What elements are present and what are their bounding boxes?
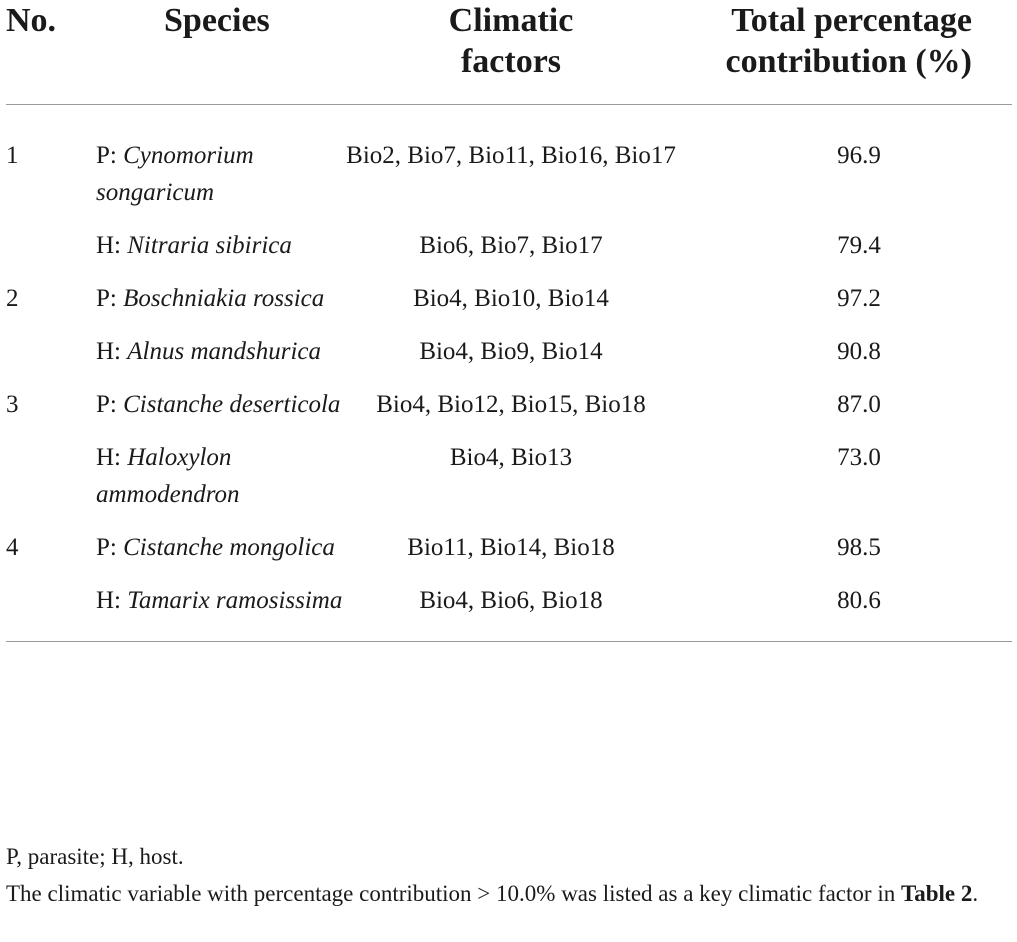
cell-climatic-factors: Bio2, Bio7, Bio11, Bio16, Bio17 <box>346 142 676 169</box>
cell-no <box>6 439 96 529</box>
cell-no <box>6 227 96 280</box>
cell-species: P: Boschniakia rossica <box>96 280 346 333</box>
cell-total-contribution: 97.2 <box>837 285 881 312</box>
table-row: H: Tamarix ramosissima Bio4, Bio6, Bio18… <box>6 582 1012 642</box>
cell-climatic-factors: Bio4, Bio13 <box>449 444 573 471</box>
table-header: No. Species Climatic factors Total percen… <box>6 0 1012 105</box>
cell-species: H: Tamarix ramosissima <box>96 582 346 642</box>
species-role: H: <box>96 232 128 259</box>
footnote-note-end: . <box>972 881 979 906</box>
cell-climatic-factors: Bio4, Bio12, Bio15, Bio18 <box>376 391 646 418</box>
cell-species: P: Cynomorium songaricum <box>96 105 346 228</box>
table-row: H: Haloxylon ammodendron Bio4, Bio13 73.… <box>6 439 1012 529</box>
header-row: No. Species Climatic factors Total percen… <box>6 0 1012 105</box>
cell-climatic-factors: Bio4, Bio9, Bio14 <box>419 338 603 365</box>
cell-no <box>6 333 96 386</box>
cell-species: H: Haloxylon ammodendron <box>96 439 346 529</box>
species-role: P: <box>96 285 124 312</box>
cell-climatic-factors: Bio6, Bio7, Bio17 <box>419 232 603 259</box>
cell-total-contribution: 90.8 <box>837 338 881 365</box>
species-name: Nitraria sibirica <box>127 232 292 259</box>
cell-no: 1 <box>6 142 19 169</box>
cell-species: H: Nitraria sibirica <box>96 227 346 280</box>
cell-total-contribution: 79.4 <box>837 232 881 259</box>
header-climatic-line2: factors <box>460 43 562 80</box>
footnote-key-factor-note: The climatic variable with percentage co… <box>6 875 1014 912</box>
species-role: P: <box>96 142 124 169</box>
header-no: No. <box>6 0 96 105</box>
footnote-abbreviations: P, parasite; H, host. <box>6 844 184 869</box>
species-name: Cynomorium songaricum <box>96 142 254 206</box>
table-row: H: Nitraria sibirica Bio6, Bio7, Bio17 7… <box>6 227 1012 280</box>
table-row: 3 P: Cistanche deserticola Bio4, Bio12, … <box>6 386 1012 439</box>
species-name: Boschniakia rossica <box>123 285 325 312</box>
cell-climatic-factors: Bio11, Bio14, Bio18 <box>407 534 615 561</box>
species-name: Haloxylon ammodendron <box>96 444 240 508</box>
cell-species: P: Cistanche deserticola <box>96 386 346 439</box>
header-species: Species <box>96 0 346 105</box>
table-row: H: Alnus mandshurica Bio4, Bio9, Bio14 9… <box>6 333 1012 386</box>
footnote-note-text: The climatic variable with percentage co… <box>6 881 901 906</box>
species-role: H: <box>96 338 128 365</box>
species-name: Tamarix ramosissima <box>127 587 343 614</box>
species-role: H: <box>96 587 128 614</box>
table-footnotes: P, parasite; H, host. The climatic varia… <box>6 838 1014 912</box>
cell-climatic-factors: Bio4, Bio6, Bio18 <box>346 582 676 642</box>
header-total-line2: contribution (%) <box>725 43 973 80</box>
cell-total-contribution: 87.0 <box>837 391 881 418</box>
header-climatic-line1: Climatic <box>448 2 574 39</box>
cell-species: H: Alnus mandshurica <box>96 333 346 386</box>
species-role: P: <box>96 391 124 418</box>
footnote-table-reference: Table 2 <box>900 881 973 906</box>
cell-no: 3 <box>6 391 19 418</box>
cell-total-contribution: 98.5 <box>837 534 881 561</box>
species-role: P: <box>96 534 124 561</box>
cell-total-contribution: 96.9 <box>837 142 881 169</box>
species-name: Cistanche mongolica <box>123 534 335 561</box>
table-row: 4 P: Cistanche mongolica Bio11, Bio14, B… <box>6 529 1012 582</box>
species-name: Alnus mandshurica <box>127 338 321 365</box>
header-climatic-factors: Climatic factors <box>346 0 676 105</box>
cell-total-contribution: 73.0 <box>837 444 881 471</box>
table-body: 1 P: Cynomorium songaricum Bio2, Bio7, B… <box>6 105 1012 642</box>
species-name: Cistanche deserticola <box>123 391 341 418</box>
cell-total-contribution: 80.6 <box>676 582 1012 642</box>
cell-no: 4 <box>6 534 19 561</box>
table-row: 2 P: Boschniakia rossica Bio4, Bio10, Bi… <box>6 280 1012 333</box>
header-total-line1: Total percentage <box>731 2 972 39</box>
cell-no <box>6 582 96 642</box>
climatic-factors-table: No. Species Climatic factors Total percen… <box>6 0 1012 642</box>
cell-species: P: Cistanche mongolica <box>96 529 346 582</box>
cell-no: 2 <box>6 285 19 312</box>
cell-climatic-factors: Bio4, Bio10, Bio14 <box>413 285 609 312</box>
header-total-contribution: Total percentage contribution (%) <box>676 0 1012 105</box>
species-role: H: <box>96 444 128 471</box>
table-row: 1 P: Cynomorium songaricum Bio2, Bio7, B… <box>6 105 1012 228</box>
